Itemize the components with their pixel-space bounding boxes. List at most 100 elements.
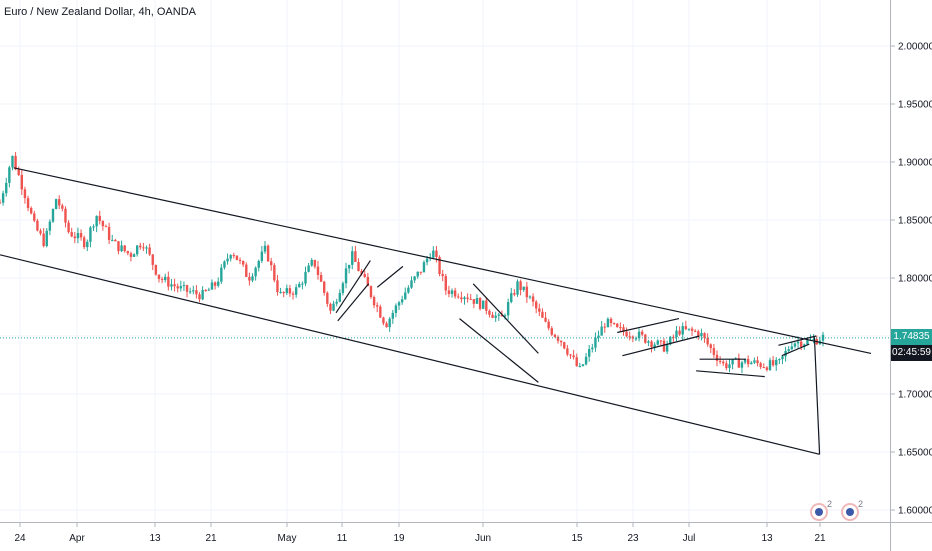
candle-up — [394, 305, 398, 313]
candle-down — [678, 330, 681, 335]
candle-down — [82, 237, 86, 248]
candle-down — [457, 296, 460, 298]
economic-event-icon[interactable]: 2 — [810, 499, 832, 521]
candle-down — [114, 239, 117, 242]
candle-up — [728, 364, 731, 368]
candle-up — [647, 341, 650, 343]
candle-down — [29, 207, 33, 214]
candle-down — [360, 271, 363, 275]
candle-down — [609, 318, 613, 323]
candle-up — [251, 276, 254, 281]
candle-down — [559, 340, 563, 343]
candle-up — [510, 293, 513, 303]
candle-up — [344, 268, 348, 284]
last-price-badge: 1.74835 — [891, 328, 932, 345]
time-tick-label: 21 — [205, 533, 217, 544]
price-tick-label: 1.80000 — [898, 274, 932, 285]
price-tick-label: 1.85000 — [898, 216, 932, 227]
candle-down — [709, 344, 712, 349]
candle-up — [332, 303, 335, 311]
candle-down — [104, 226, 108, 228]
candle-down — [563, 342, 566, 349]
candle-down — [376, 305, 379, 307]
candle-down — [148, 247, 151, 255]
candle-up — [506, 302, 510, 316]
price-tick-label: 1.90000 — [898, 158, 932, 169]
bar-countdown-badge: 02:45:59 — [891, 344, 932, 361]
time-axis[interactable]: 24 Apr 13 21 May 11 19 Jun 15 23 Jul 13 21 — [0, 522, 890, 551]
candle-down — [441, 273, 444, 277]
candle-down — [357, 261, 360, 272]
candle-down — [469, 298, 472, 300]
candle-down — [61, 205, 64, 209]
candle-down — [460, 297, 463, 300]
candle-up — [407, 287, 410, 293]
candle-down — [20, 175, 24, 190]
candle-down — [42, 233, 45, 247]
candle-up — [637, 331, 641, 339]
candle-down — [329, 303, 332, 311]
candle-down — [173, 284, 176, 287]
candle-down — [157, 274, 161, 280]
candle-down — [472, 299, 476, 304]
candle-up — [787, 349, 790, 351]
candle-down — [323, 281, 326, 293]
economic-event-icon[interactable]: 2 — [841, 499, 863, 521]
price-axis[interactable]: 2.000001.950001.900001.850001.800001.750… — [890, 0, 932, 522]
candle-down — [291, 293, 295, 295]
candle-up — [497, 314, 500, 316]
chart-plot-area[interactable] — [0, 0, 890, 522]
candle-down — [154, 264, 158, 275]
candle-up — [135, 245, 139, 255]
candle-down — [799, 341, 803, 347]
candle-down — [531, 296, 535, 302]
candle-down — [64, 208, 67, 223]
candle-up — [796, 341, 800, 344]
candle-up — [11, 155, 14, 168]
candle-down — [101, 220, 105, 227]
candle-down — [23, 189, 27, 199]
candle-down — [198, 294, 201, 300]
candle-down — [33, 213, 36, 221]
price-tick-label: 2.00000 — [898, 42, 932, 53]
trendline-jul-box-bottom — [696, 370, 765, 378]
price-axis-labels: 2.000001.950001.900001.850001.800001.750… — [891, 42, 932, 517]
candle-up — [254, 267, 257, 277]
trendline-may-flag-break — [376, 265, 404, 288]
candle-down — [67, 222, 70, 233]
event-count: 2 — [857, 499, 863, 509]
candle-up — [516, 281, 519, 295]
candle-up — [528, 296, 532, 298]
candle-down — [690, 328, 694, 331]
trendline-jun-fall-2 — [472, 283, 539, 354]
candle-down — [566, 348, 569, 355]
candle-down — [572, 355, 575, 358]
candle-down — [650, 341, 653, 347]
candle-up — [310, 259, 313, 266]
candle-up — [753, 360, 756, 363]
candle-down — [547, 321, 550, 329]
candle-up — [8, 167, 11, 183]
candle-down — [644, 334, 647, 343]
candle-down — [195, 290, 198, 295]
trendline-jul-wedge-top — [778, 335, 817, 346]
candle-up — [522, 286, 525, 290]
candle-up — [781, 356, 784, 360]
candle-down — [369, 286, 373, 298]
candle-up — [220, 267, 223, 282]
candle-down — [534, 301, 538, 309]
candle-up — [422, 262, 426, 273]
candle-up — [591, 347, 594, 350]
candle-up — [812, 338, 815, 340]
candle-up — [294, 287, 298, 295]
time-axis-labels: 24 Apr 13 21 May 11 19 Jun 15 23 Jul 13 21 — [14, 523, 826, 544]
candle-down — [126, 251, 130, 254]
candle-down — [58, 199, 61, 206]
candle-down — [98, 215, 101, 221]
candle-down — [771, 360, 775, 366]
candle-down — [575, 357, 578, 367]
time-tick-label: 15 — [571, 533, 583, 544]
candle-up — [400, 299, 404, 303]
candle-up — [120, 245, 123, 252]
candle-up — [95, 215, 98, 227]
